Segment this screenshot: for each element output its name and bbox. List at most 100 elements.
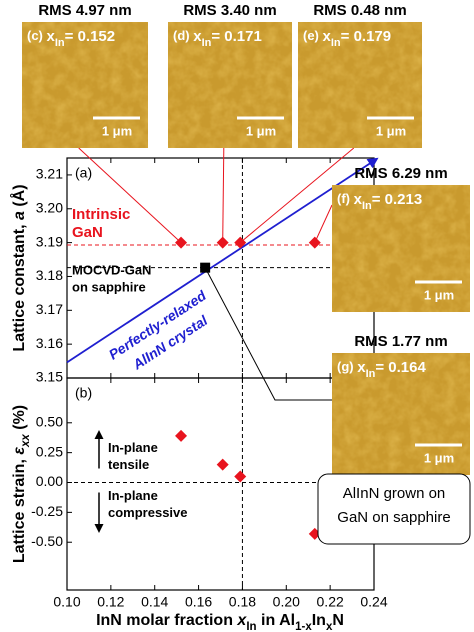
connector [239, 147, 355, 243]
text-part: In [366, 368, 376, 380]
y-tick-label: 0.00 [36, 473, 63, 489]
y-tick-label: 3.15 [36, 369, 63, 385]
afm-texture [168, 22, 292, 148]
intrinsic-gan-label: Intrinsic [72, 206, 130, 223]
afm-texture [332, 353, 470, 475]
panel-label: (c) xIn= 0.152 [27, 28, 115, 49]
text-part: In [246, 621, 256, 632]
data-point [175, 429, 188, 442]
data-point [175, 236, 188, 249]
x-tick-label: 0.18 [229, 594, 256, 610]
x-tick-label: 0.20 [273, 594, 300, 610]
rms-label: RMS 1.77 nm [354, 333, 447, 350]
mocvd-gan-label: on sapphire [72, 279, 146, 294]
tensile-label: In-plane [108, 440, 158, 455]
afm-texture [332, 185, 470, 312]
compressive-label: In-plane [108, 488, 158, 503]
text-part: (%) [11, 405, 28, 434]
sample-note: AlInN grown on [343, 485, 446, 502]
x-tick-label: 0.12 [97, 594, 124, 610]
text-part: In [312, 612, 326, 629]
sample-note: GaN on sapphire [337, 509, 450, 526]
text-part: Lattice constant, [11, 220, 28, 352]
afm-texture [298, 22, 422, 148]
scale-label: 1 μm [424, 287, 454, 302]
text-part: InN molar fraction [96, 612, 237, 629]
text-part: x [236, 612, 247, 629]
text-part: = 0.171 [211, 28, 261, 45]
text-part: In [55, 37, 65, 49]
panel-label: (g) xIn= 0.164 [337, 359, 426, 380]
mocvd-gan-label: MOCVD-GaN [72, 262, 151, 277]
rms-label: RMS 0.48 nm [313, 2, 406, 19]
x-tick-label: 0.14 [141, 594, 168, 610]
text-part: x [47, 28, 56, 45]
rms-label: RMS 6.29 nm [354, 165, 447, 182]
y-axis-label: Lattice constant, a (Å) [9, 184, 28, 351]
text-part: N [332, 612, 344, 629]
text-part: xx [20, 434, 32, 448]
text-part: (Å) [9, 184, 28, 211]
data-point [308, 236, 321, 249]
y-tick-label: 3.21 [36, 166, 63, 182]
mocvd-gan-point [200, 262, 211, 273]
x-tick-label: 0.10 [53, 594, 80, 610]
text-part: in Al [257, 612, 296, 629]
text-part: = 0.152 [65, 28, 115, 45]
connector [222, 147, 225, 243]
rms-label: RMS 4.97 nm [38, 2, 131, 19]
text-part: Lattice strain, [11, 455, 28, 563]
tensile-label: tensile [108, 457, 149, 472]
text-part: ε [11, 447, 28, 455]
text-part: 1-x [295, 621, 312, 632]
text-part: x [193, 28, 202, 45]
text-part: = 0.164 [375, 359, 426, 376]
connector [78, 147, 182, 243]
y-tick-label: 3.17 [36, 301, 63, 317]
x-tick-label: 0.24 [360, 594, 387, 610]
scale-label: 1 μm [102, 123, 132, 138]
y-tick-label: 3.18 [36, 267, 63, 283]
y-tick-label: -0.50 [31, 533, 63, 549]
text-part: In [202, 37, 212, 49]
text-part: (f) [337, 191, 350, 206]
text-part: x [326, 621, 333, 632]
panel-label: (b) [75, 385, 92, 401]
y-tick-label: -0.25 [31, 503, 63, 519]
relaxed-alinn-line [66, 157, 379, 364]
text-part: (d) [173, 28, 190, 43]
y-axis-label: Lattice strain, εxx (%) [11, 405, 32, 563]
data-point [234, 470, 247, 483]
compressive-label: compressive [108, 505, 188, 520]
rms-label: RMS 3.40 nm [183, 2, 276, 19]
scale-label: 1 μm [424, 450, 454, 465]
y-tick-label: 3.20 [36, 199, 63, 215]
text-part: (g) [337, 359, 354, 374]
scale-label: 1 μm [246, 123, 276, 138]
sample-note-box [317, 473, 471, 545]
text-part: (e) [303, 28, 319, 43]
intrinsic-gan-label: GaN [72, 224, 103, 241]
y-tick-label: 0.50 [36, 413, 63, 429]
y-tick-label: 0.25 [36, 443, 63, 459]
text-part: In [362, 200, 372, 212]
connector [314, 204, 333, 243]
data-point [216, 458, 229, 471]
text-part: x [354, 191, 363, 208]
x-tick-label: 0.16 [185, 594, 212, 610]
data-point [216, 236, 229, 249]
afm-texture [22, 22, 148, 148]
text-part: (c) [27, 28, 43, 43]
panel-label: (a) [75, 165, 92, 181]
x-tick-label: 0.22 [317, 594, 344, 610]
panel-label: (e) xIn= 0.179 [303, 28, 391, 49]
panel-label: (d) xIn= 0.171 [173, 28, 262, 49]
text-part: a [11, 211, 28, 220]
x-axis-label: InN molar fraction xIn in Al1-xInxN [96, 612, 344, 632]
text-part: In [331, 37, 341, 49]
data-point [234, 236, 247, 249]
scale-label: 1 μm [376, 123, 406, 138]
text-part: x [323, 28, 332, 45]
y-tick-label: 3.16 [36, 335, 63, 351]
